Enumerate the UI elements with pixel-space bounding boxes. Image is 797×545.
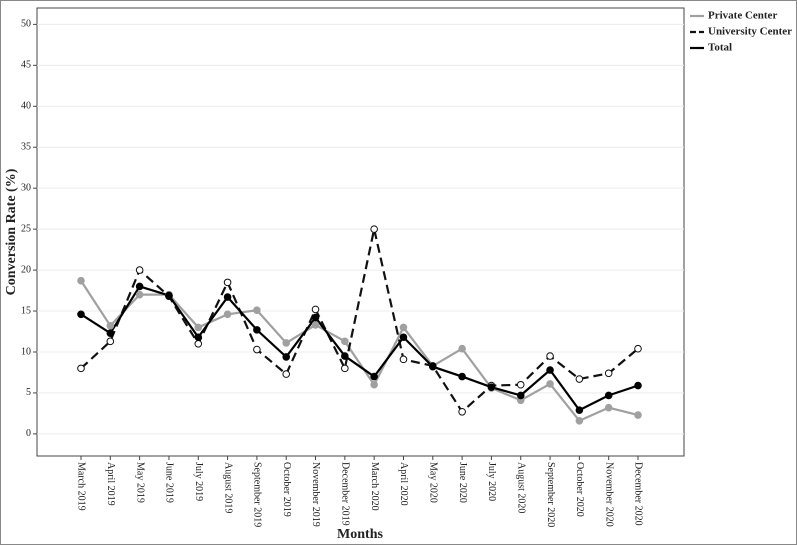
point <box>370 380 378 389</box>
x-tick-label: November 2020 <box>603 462 614 527</box>
x-tick-label: August 2020 <box>515 462 526 513</box>
point <box>165 291 173 300</box>
x-tick-label: September 2020 <box>545 462 556 527</box>
point <box>604 391 613 400</box>
y-tick-label: 50 <box>21 19 31 30</box>
point <box>604 369 613 378</box>
x-tick-label: October 2019 <box>281 462 292 517</box>
point <box>311 305 320 314</box>
x-axis-title: Months <box>337 527 383 542</box>
series-line <box>80 280 639 423</box>
y-tick-label: 40 <box>21 101 31 112</box>
point <box>428 362 437 371</box>
point <box>194 339 203 348</box>
point <box>546 380 554 388</box>
point <box>546 352 554 360</box>
point <box>135 290 144 299</box>
point <box>77 310 85 319</box>
point <box>341 352 349 360</box>
x-tick-label: July 2020 <box>486 462 497 501</box>
x-tick-label: November 2019 <box>310 462 321 527</box>
x-tick-label: March 2019 <box>76 462 87 511</box>
point <box>194 323 203 332</box>
x-tick-label: September 2019 <box>252 462 263 527</box>
point <box>516 391 525 400</box>
point <box>634 381 642 390</box>
point <box>106 337 115 346</box>
point <box>106 321 115 330</box>
legend-label: University Center <box>708 26 792 38</box>
x-tick-label: June 2019 <box>164 462 175 503</box>
point <box>370 372 378 381</box>
point <box>575 375 584 383</box>
point <box>546 366 554 374</box>
legend-label: Total <box>708 42 732 54</box>
x-tick-label: December 2020 <box>633 462 644 526</box>
x-tick-label: December 2019 <box>340 462 351 526</box>
x-tick-label: April 2019 <box>105 462 116 506</box>
point <box>77 276 85 285</box>
point <box>575 416 584 425</box>
legend-label: Private Center <box>708 10 777 22</box>
point <box>106 329 115 337</box>
point <box>458 407 466 416</box>
point <box>604 403 613 412</box>
x-tick-label: August 2019 <box>222 462 233 513</box>
x-tick-label: May 2019 <box>134 462 145 503</box>
point <box>282 353 291 361</box>
y-axis-title: Conversion Rate (%) <box>4 168 19 295</box>
y-tick-label: 0 <box>26 428 31 439</box>
y-tick-label: 10 <box>21 346 31 357</box>
x-tick-label: July 2019 <box>193 462 204 501</box>
point <box>223 293 232 301</box>
point <box>282 339 291 347</box>
x-tick-label: April 2020 <box>398 462 409 506</box>
point <box>311 321 320 329</box>
point <box>458 372 466 381</box>
point <box>399 323 408 332</box>
point <box>399 355 408 364</box>
point <box>399 333 408 342</box>
point <box>341 337 349 346</box>
plot-area <box>36 7 685 457</box>
series-line <box>80 285 639 412</box>
point <box>516 380 525 389</box>
point <box>223 310 232 319</box>
x-tick-label: October 2020 <box>574 462 585 517</box>
y-tick-label: 45 <box>21 60 31 71</box>
point <box>253 326 261 334</box>
point <box>575 406 584 414</box>
y-tick-label: 15 <box>21 305 31 316</box>
point <box>223 278 232 287</box>
point <box>634 344 642 353</box>
point <box>194 333 203 342</box>
point <box>634 411 642 419</box>
point <box>282 370 291 378</box>
point <box>311 313 320 322</box>
point <box>341 364 349 373</box>
point <box>370 225 378 233</box>
x-tick-label: June 2020 <box>457 462 468 503</box>
y-tick-label: 5 <box>26 387 31 398</box>
point <box>135 266 144 274</box>
y-tick-label: 25 <box>21 223 31 234</box>
point <box>135 282 144 291</box>
point <box>458 344 466 353</box>
y-tick-label: 30 <box>21 182 31 193</box>
point <box>253 345 261 354</box>
point <box>487 383 496 392</box>
point <box>77 364 85 373</box>
x-tick-label: May 2020 <box>427 462 438 503</box>
y-tick-label: 35 <box>21 142 31 153</box>
y-tick-label: 20 <box>21 264 31 275</box>
x-tick-label: March 2020 <box>369 462 380 511</box>
point <box>253 306 261 315</box>
